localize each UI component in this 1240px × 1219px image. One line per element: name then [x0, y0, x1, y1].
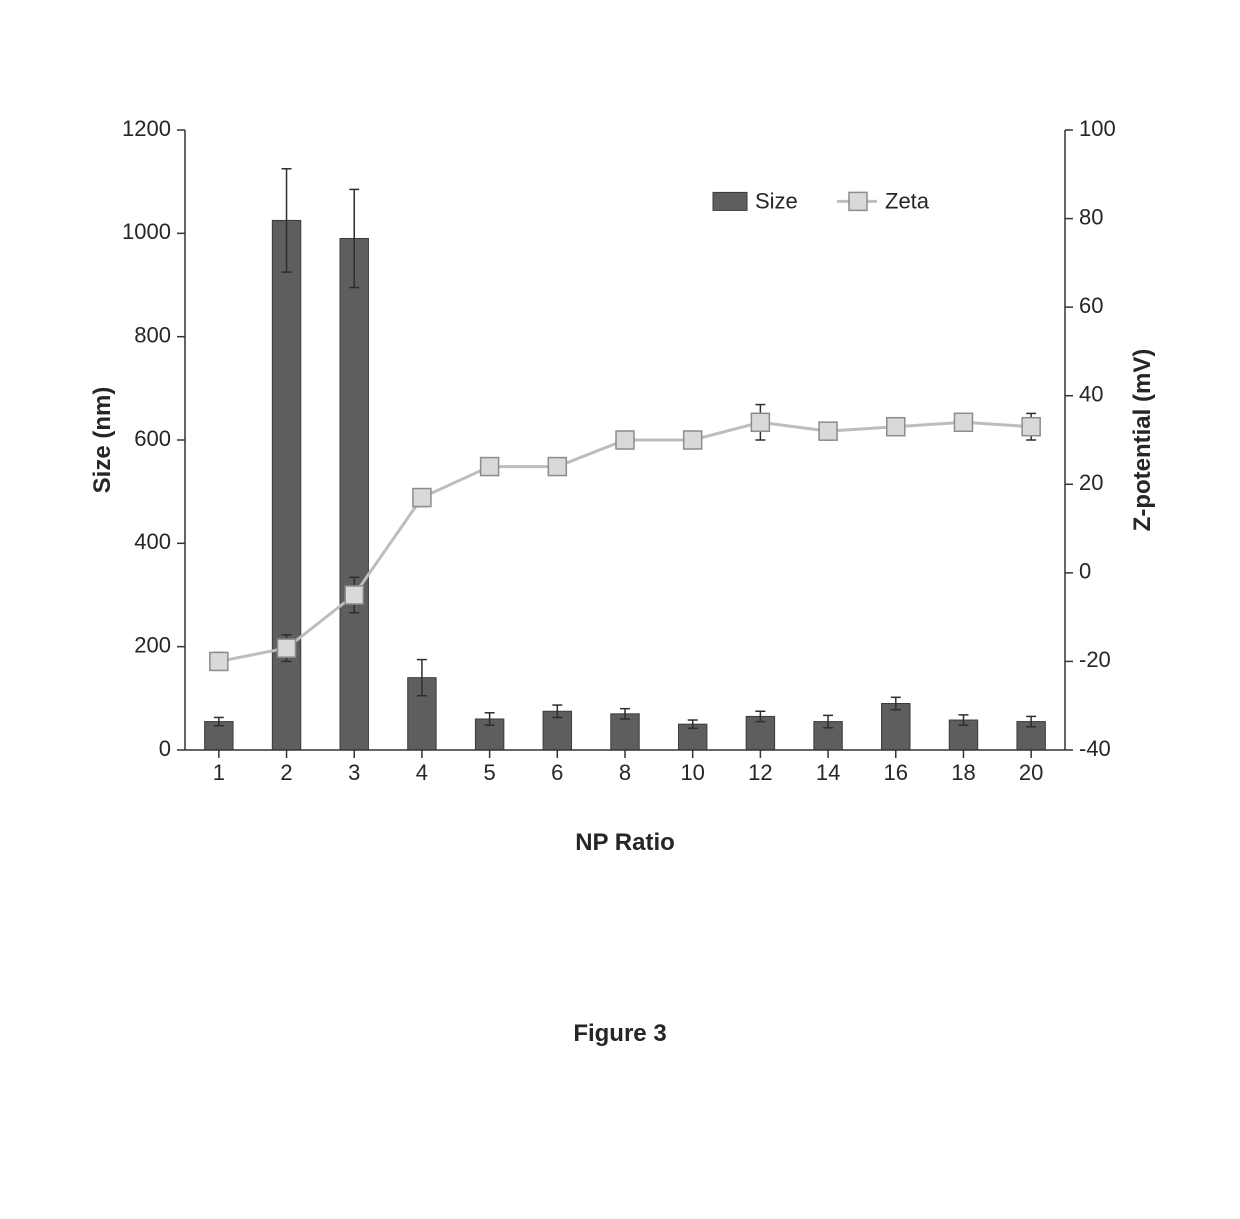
x-tick-label: 6 — [551, 760, 563, 785]
zeta-marker — [684, 431, 702, 449]
y-right-tick-label: 100 — [1079, 116, 1116, 141]
bar — [272, 220, 300, 750]
x-tick-label: 16 — [884, 760, 908, 785]
x-tick-label: 5 — [483, 760, 495, 785]
y-right-tick-label: 80 — [1079, 204, 1103, 229]
y-left-axis-label: Size (nm) — [89, 387, 116, 494]
y-right-tick-label: 20 — [1079, 470, 1103, 495]
zeta-marker — [413, 489, 431, 507]
y-left-tick-label: 400 — [134, 529, 171, 554]
bar — [340, 239, 368, 751]
x-tick-label: 3 — [348, 760, 360, 785]
zeta-marker — [278, 639, 296, 657]
y-right-axis-label: Z-potential (mV) — [1129, 349, 1156, 532]
y-left-tick-label: 600 — [134, 426, 171, 451]
x-tick-label: 8 — [619, 760, 631, 785]
y-left-tick-label: 0 — [159, 736, 171, 761]
zeta-marker — [819, 422, 837, 440]
x-tick-label: 20 — [1019, 760, 1043, 785]
zeta-marker — [481, 458, 499, 476]
zeta-marker — [954, 413, 972, 431]
y-right-tick-label: -40 — [1079, 736, 1111, 761]
bar — [882, 704, 910, 751]
y-left-tick-label: 1200 — [122, 116, 171, 141]
y-right-tick-label: 60 — [1079, 293, 1103, 318]
figure-caption-text: Figure 3 — [573, 1020, 666, 1047]
x-tick-label: 18 — [951, 760, 975, 785]
x-tick-label: 1 — [213, 760, 225, 785]
y-right-tick-label: 0 — [1079, 559, 1091, 584]
x-tick-label: 10 — [680, 760, 704, 785]
chart-container: 020040060080010001200-40-200204060801001… — [80, 120, 1170, 885]
zeta-marker — [548, 458, 566, 476]
zeta-marker — [616, 431, 634, 449]
x-tick-label: 14 — [816, 760, 840, 785]
y-right-tick-label: 40 — [1079, 382, 1103, 407]
zeta-marker — [751, 413, 769, 431]
y-left-tick-label: 1000 — [122, 219, 171, 244]
x-axis-label: NP Ratio — [575, 829, 675, 856]
x-tick-label: 12 — [748, 760, 772, 785]
zeta-marker — [210, 652, 228, 670]
legend-zeta-label: Zeta — [885, 188, 930, 213]
y-left-tick-label: 800 — [134, 322, 171, 347]
legend-size-label: Size — [755, 188, 798, 213]
figure-caption: Figure 3 — [0, 1020, 1240, 1048]
zeta-marker — [1022, 418, 1040, 436]
zeta-marker — [345, 586, 363, 604]
zeta-marker — [887, 418, 905, 436]
x-tick-label: 2 — [280, 760, 292, 785]
x-tick-label: 4 — [416, 760, 428, 785]
dual-axis-chart: 020040060080010001200-40-200204060801001… — [80, 120, 1170, 880]
y-right-tick-label: -20 — [1079, 647, 1111, 672]
y-left-tick-label: 200 — [134, 632, 171, 657]
